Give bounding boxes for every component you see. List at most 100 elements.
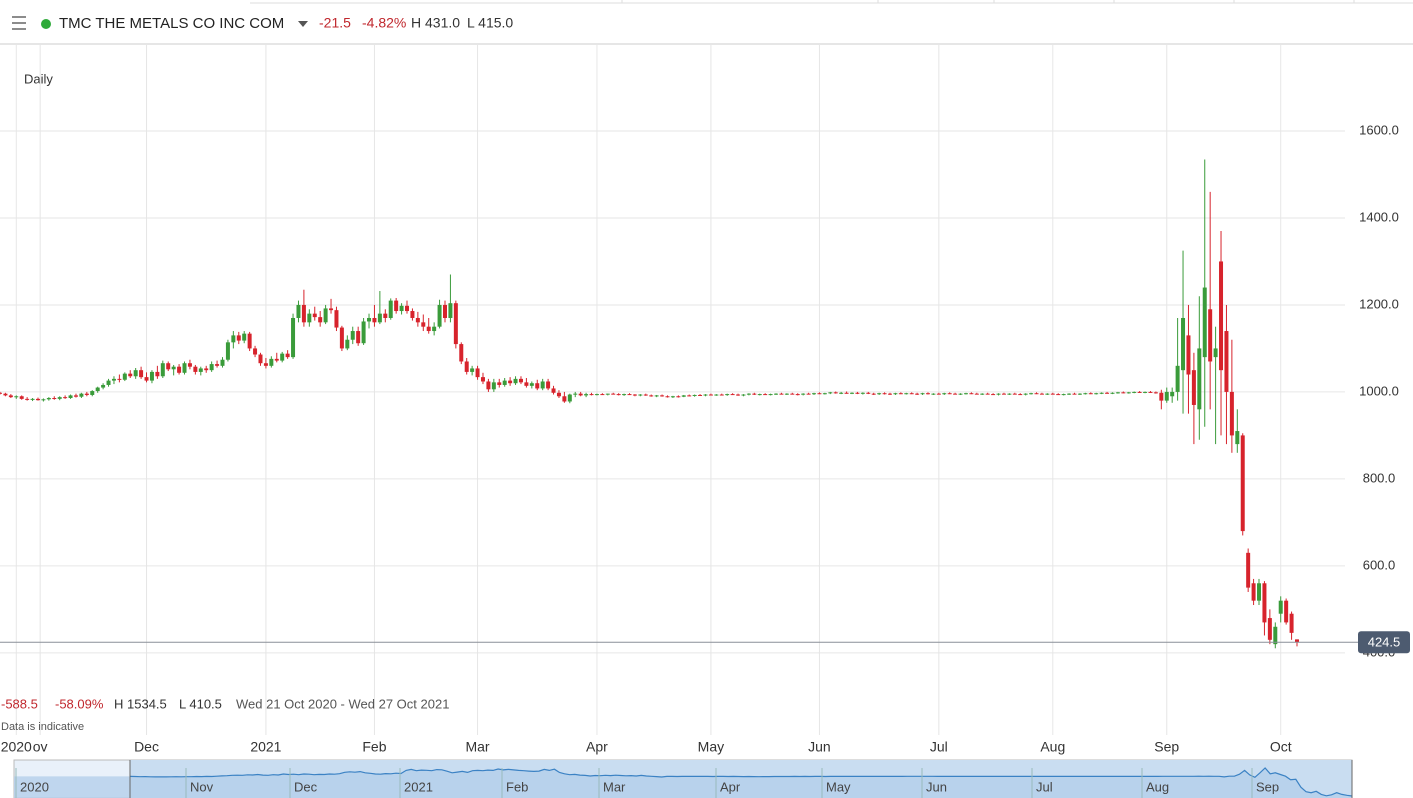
- candle-body: [1164, 391, 1169, 401]
- candle-body: [757, 394, 762, 396]
- candle-body: [643, 394, 648, 396]
- candle-body: [1023, 393, 1028, 395]
- candle-body: [198, 368, 203, 372]
- candle-body: [448, 303, 453, 318]
- candle-body: [1077, 393, 1082, 395]
- candle-body: [936, 393, 941, 395]
- candle-body: [996, 393, 1001, 395]
- candle-body: [1105, 392, 1110, 394]
- candle-body: [942, 393, 947, 395]
- x-tick-label: Feb: [362, 739, 386, 755]
- candle-body: [784, 393, 789, 395]
- candle-body: [589, 394, 594, 396]
- candle-body: [1170, 391, 1175, 397]
- candle-body: [795, 394, 800, 396]
- header-low: L 415.0: [467, 15, 513, 31]
- candle-body: [1224, 331, 1229, 392]
- candle-body: [670, 396, 675, 398]
- candle-body: [567, 394, 572, 402]
- candle-body: [991, 394, 996, 396]
- candle-body: [605, 393, 610, 395]
- candle-body: [307, 313, 312, 323]
- candle-body: [410, 311, 415, 318]
- candle-body: [692, 394, 697, 396]
- candle-body: [437, 304, 442, 327]
- candle-body: [361, 321, 366, 344]
- candle-body: [470, 368, 475, 372]
- candle-body: [665, 396, 670, 398]
- candle-body: [263, 363, 268, 366]
- candle-body: [1235, 431, 1240, 445]
- candle-body: [736, 394, 741, 396]
- candle-body: [708, 394, 713, 396]
- candle-body: [166, 363, 171, 370]
- candle-body: [963, 393, 968, 395]
- y-tick-label: 1600.0: [1359, 122, 1399, 137]
- candle-body: [649, 395, 654, 397]
- navigator-label: Nov: [190, 779, 214, 794]
- candle-body: [882, 393, 887, 395]
- y-tick-label: 800.0: [1363, 470, 1396, 485]
- candle-body: [1143, 391, 1148, 393]
- candle-body: [953, 393, 958, 395]
- candle-body: [638, 394, 643, 396]
- navigator-label: 2021: [404, 779, 433, 794]
- candle-body: [877, 393, 882, 395]
- candle-body: [860, 392, 865, 394]
- x-tick-label: Dec: [134, 739, 159, 755]
- candle-body: [35, 398, 40, 401]
- candle-body: [573, 393, 578, 395]
- candle-body: [280, 353, 285, 361]
- candle-body: [101, 384, 106, 388]
- candle-body: [746, 393, 751, 395]
- navigator[interactable]: 2020 Nov Dec 2021 Feb Mar Apr May Jun Jul Aug Sep: [13, 759, 1353, 798]
- candle-body: [974, 393, 979, 395]
- dropdown-arrow[interactable]: [298, 21, 308, 27]
- tab-lines: [250, 0, 1413, 4]
- candle-body: [893, 393, 898, 395]
- candle-body: [660, 395, 665, 397]
- candle-body: [779, 393, 784, 395]
- candle-body: [817, 393, 822, 395]
- x-tick-label: Apr: [586, 739, 608, 755]
- candle-body: [1045, 393, 1050, 395]
- instrument-title[interactable]: TMC THE METALS CO INC COM: [59, 15, 284, 32]
- candle-body: [225, 342, 230, 360]
- candle-body: [698, 394, 703, 396]
- candle-body: [546, 381, 551, 389]
- candle-body: [904, 393, 909, 395]
- candle-body: [529, 383, 534, 386]
- candle-body: [654, 395, 659, 397]
- navigator-label: Jul: [1036, 779, 1053, 794]
- navigator-label: Dec: [294, 779, 318, 794]
- candle-body: [850, 392, 855, 394]
- candle-body: [594, 394, 599, 396]
- footer-low: L 410.5: [179, 696, 222, 711]
- candle-body: [301, 304, 306, 323]
- candle-body: [812, 393, 817, 395]
- candle-body: [1262, 583, 1267, 623]
- candle-body: [323, 308, 328, 323]
- candle-body: [839, 392, 844, 394]
- candle-body: [681, 395, 686, 397]
- menu-icon[interactable]: [12, 16, 26, 30]
- candle-body: [801, 393, 806, 395]
- candle-body: [426, 326, 431, 332]
- candle-body: [741, 394, 746, 396]
- candle-body: [763, 394, 768, 396]
- candle-body: [68, 395, 73, 399]
- candle-body: [1197, 348, 1202, 410]
- candle-body: [687, 395, 692, 397]
- candle-body: [1213, 348, 1218, 358]
- candle-body: [394, 300, 399, 312]
- candle-body: [258, 354, 263, 364]
- candle-body: [63, 397, 68, 399]
- candle-body: [600, 394, 605, 396]
- candle-body: [274, 358, 279, 361]
- candle-body: [155, 371, 160, 377]
- last-price-label: 424.5: [1368, 635, 1401, 650]
- candle-body: [828, 392, 833, 394]
- candle-body: [616, 394, 621, 396]
